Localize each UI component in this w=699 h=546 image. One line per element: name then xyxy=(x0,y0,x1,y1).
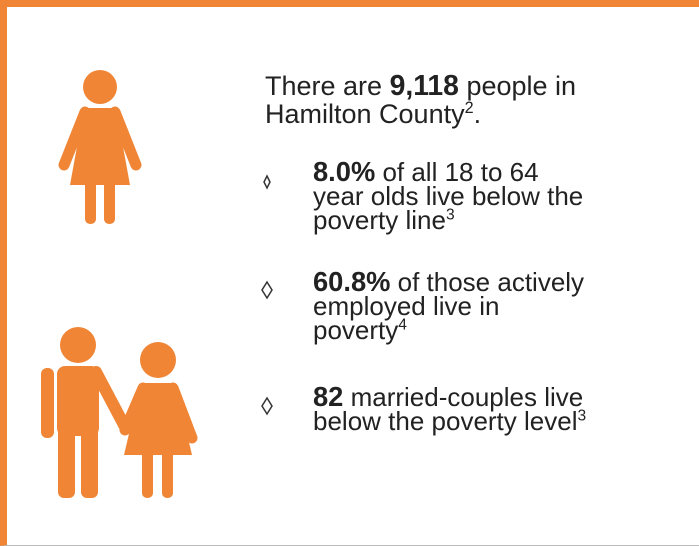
bullet-text: below the poverty level xyxy=(313,406,578,436)
footnote-ref: 2 xyxy=(464,99,474,117)
bullet-text: year olds live below the xyxy=(313,181,584,211)
bullet-text: of all 18 to 64 xyxy=(375,157,539,187)
bullet-markers xyxy=(261,174,273,416)
bullet-number: 8.0% xyxy=(313,156,376,187)
bullet-number: 82 xyxy=(313,381,344,412)
bullet: 60.8% of those actively employed live in p… xyxy=(313,267,585,345)
intro-number: 9,118 xyxy=(389,70,459,102)
bullet: 82 married-couples live below the poverty… xyxy=(313,382,587,436)
bullet-text: employed live in xyxy=(313,291,500,321)
intro-text: people in xyxy=(458,71,577,101)
intro-text: Hamilton County xyxy=(265,99,465,129)
bullet-text: married-couples live xyxy=(343,382,584,412)
footnote-ref: 3 xyxy=(445,206,455,224)
bullet: 8.0% of all 18 to 64 year olds live below… xyxy=(313,157,584,235)
footnote-ref: 3 xyxy=(577,407,587,425)
intro-text: There are xyxy=(265,71,390,101)
woman-icon xyxy=(58,70,142,224)
bullet-text: of those actively xyxy=(390,267,585,297)
bullet-text: poverty xyxy=(313,315,399,345)
intro: There are 9,118 people in Hamilton County… xyxy=(265,72,576,128)
intro-text: . xyxy=(473,99,482,129)
couple-icon xyxy=(41,327,198,498)
bullet-text: poverty line xyxy=(313,205,446,235)
bullet-number: 60.8% xyxy=(313,266,391,297)
footnote-ref: 4 xyxy=(398,316,407,334)
